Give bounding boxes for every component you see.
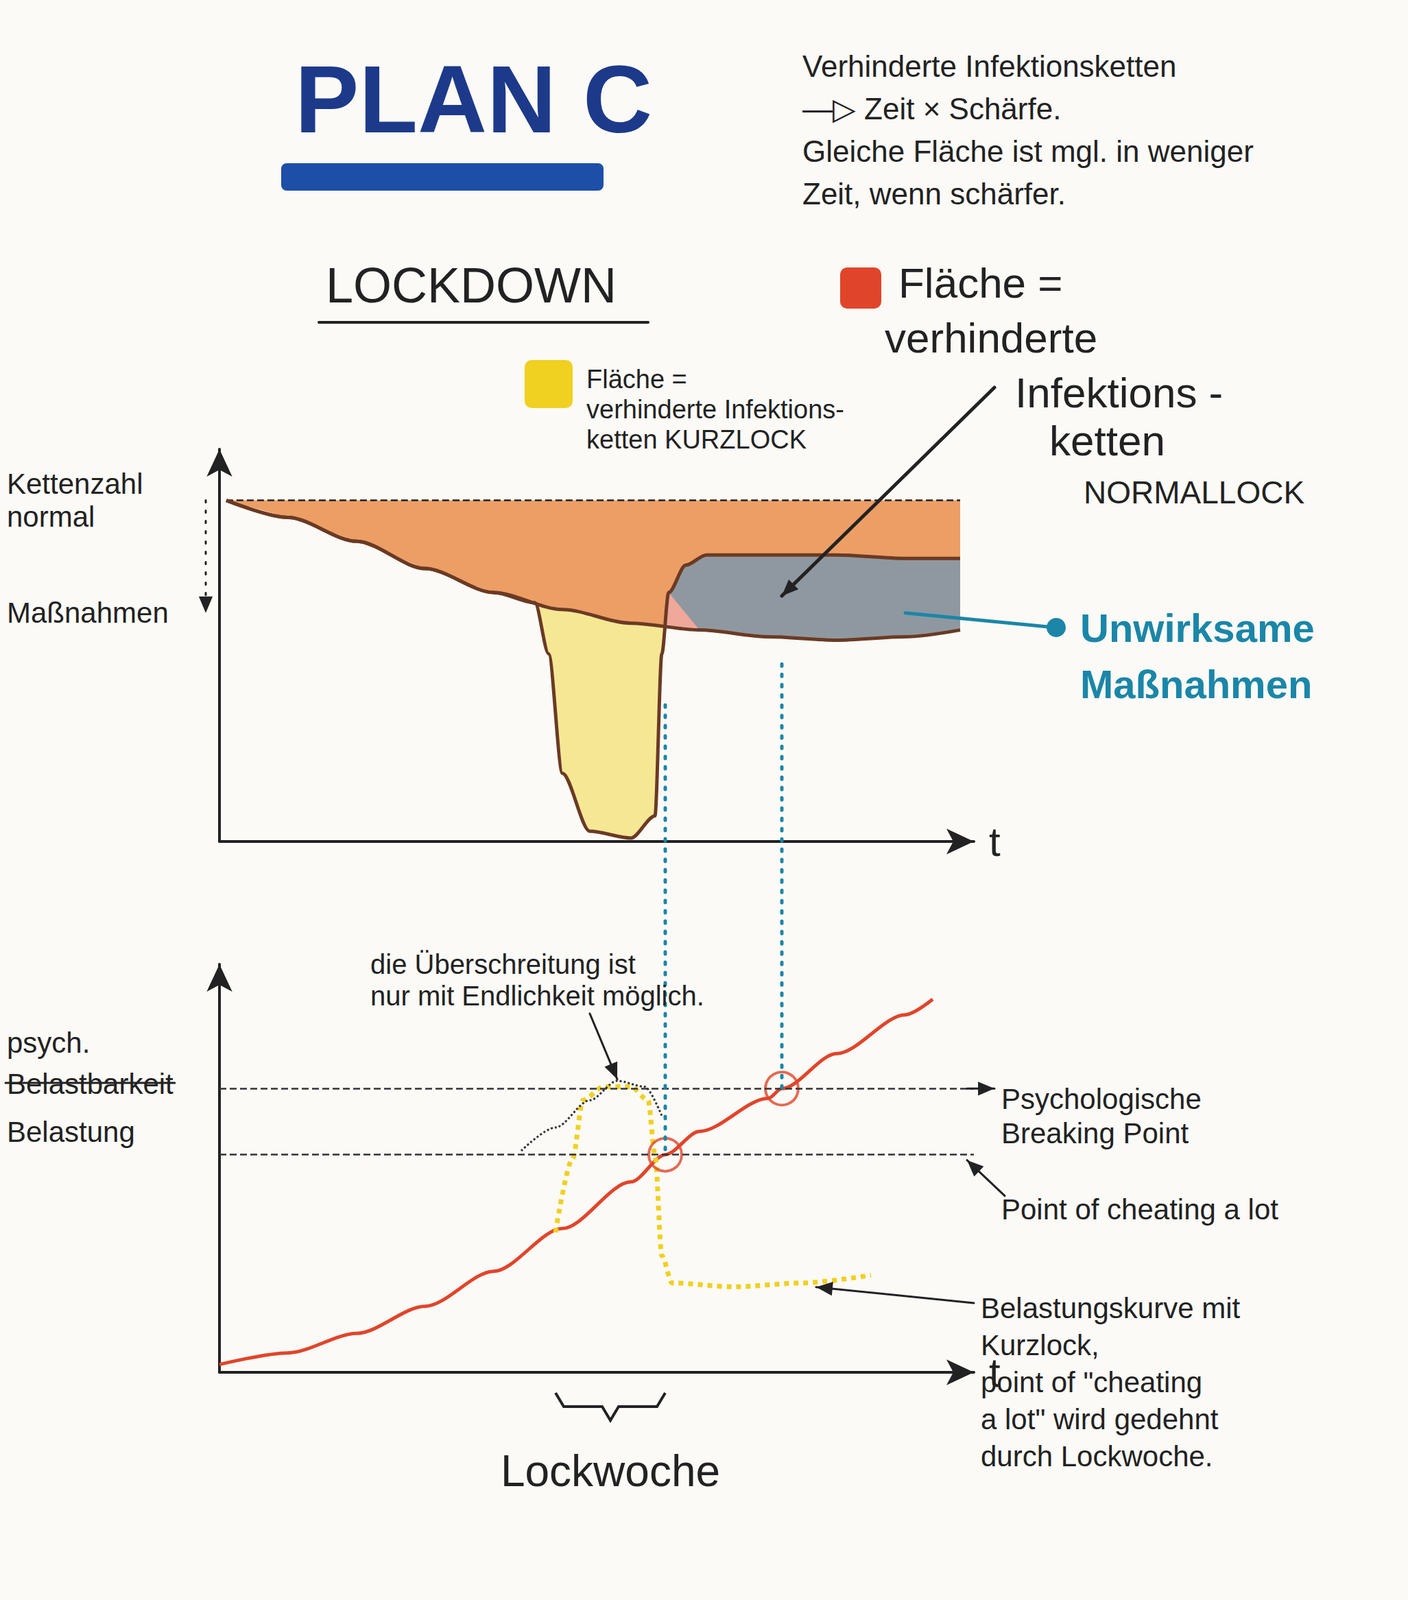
svg-text:Belastbarkeit: Belastbarkeit (6, 1067, 174, 1101)
svg-text:nur mit Endlichkeit möglich.: nur mit Endlichkeit möglich. (370, 980, 705, 1011)
svg-text:Maßnahmen: Maßnahmen (1080, 661, 1312, 707)
svg-text:Maßnahmen: Maßnahmen (6, 596, 169, 629)
svg-text:Psychologische: Psychologische (1001, 1082, 1202, 1116)
svg-text:Kurzlock,: Kurzlock, (980, 1329, 1100, 1362)
svg-text:Zeit, wenn schärfer.: Zeit, wenn schärfer. (802, 176, 1066, 211)
svg-text:PLAN C: PLAN C (294, 45, 653, 153)
svg-text:durch Lockwoche.: durch Lockwoche. (980, 1440, 1214, 1473)
svg-text:die Überschreitung ist: die Überschreitung ist (370, 949, 636, 980)
svg-text:normal: normal (6, 500, 95, 533)
svg-text:NORMALLOCK: NORMALLOCK (1083, 474, 1305, 511)
svg-text:ketten: ketten (1049, 416, 1166, 465)
svg-text:Kettenzahl: Kettenzahl (6, 467, 143, 500)
svg-text:Breaking Point: Breaking Point (1001, 1117, 1189, 1150)
svg-text:ketten KURZLOCK: ketten KURZLOCK (586, 425, 807, 455)
svg-text:verhinderte Infektions-: verhinderte Infektions- (586, 395, 845, 424)
svg-text:Infektions -: Infektions - (1015, 368, 1223, 417)
svg-text:Verhinderte Infektionsketten: Verhinderte Infektionsketten (802, 49, 1177, 83)
svg-text:Belastungskurve mit: Belastungskurve mit (980, 1292, 1240, 1325)
svg-text:a lot" wird gedehnt: a lot" wird gedehnt (980, 1403, 1219, 1436)
svg-text:t: t (988, 818, 1001, 865)
svg-text:Unwirksame: Unwirksame (1080, 605, 1315, 651)
svg-text:Fläche =: Fläche = (898, 259, 1064, 307)
svg-text:LOCKDOWN: LOCKDOWN (325, 257, 617, 313)
svg-text:psych.: psych. (6, 1026, 90, 1059)
svg-text:verhinderte: verhinderte (884, 314, 1098, 362)
svg-text:point of "cheating: point of "cheating (980, 1366, 1203, 1399)
svg-text:Gleiche Fläche ist mgl. in wen: Gleiche Fläche ist mgl. in weniger (802, 134, 1254, 169)
svg-text:Point of cheating a lot: Point of cheating a lot (1001, 1193, 1279, 1226)
svg-text:Belastung: Belastung (6, 1115, 136, 1149)
svg-text:—▷ Zeit × Schärfe.: —▷ Zeit × Schärfe. (802, 91, 1061, 126)
svg-text:Fläche =: Fläche = (586, 364, 688, 394)
svg-text:Lockwoche: Lockwoche (500, 1446, 721, 1496)
